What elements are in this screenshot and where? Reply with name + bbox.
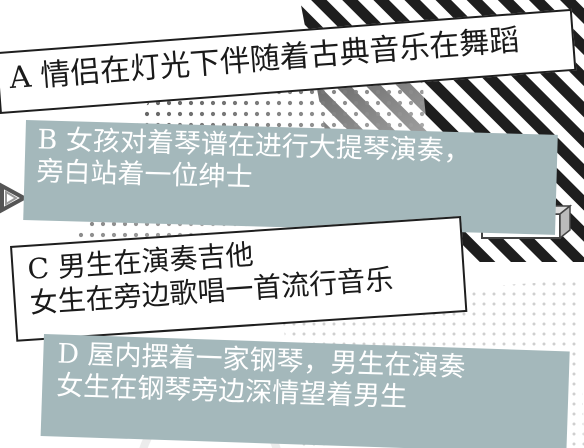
option-b-letter: B [37,124,58,156]
option-b-card[interactable]: B 女孩对着琴谱在进行大提琴演奏， 旁白站着一位绅士 [23,120,558,235]
option-d-card[interactable]: D 屋内摆着一家钢琴，男生在演奏 女生在钢琴旁边深情望着男生 [41,334,570,448]
triangle-outline-icon [2,186,24,210]
option-d-letter: D [57,338,80,370]
option-c-letter: C [26,252,50,286]
option-a-letter: A [8,60,32,97]
